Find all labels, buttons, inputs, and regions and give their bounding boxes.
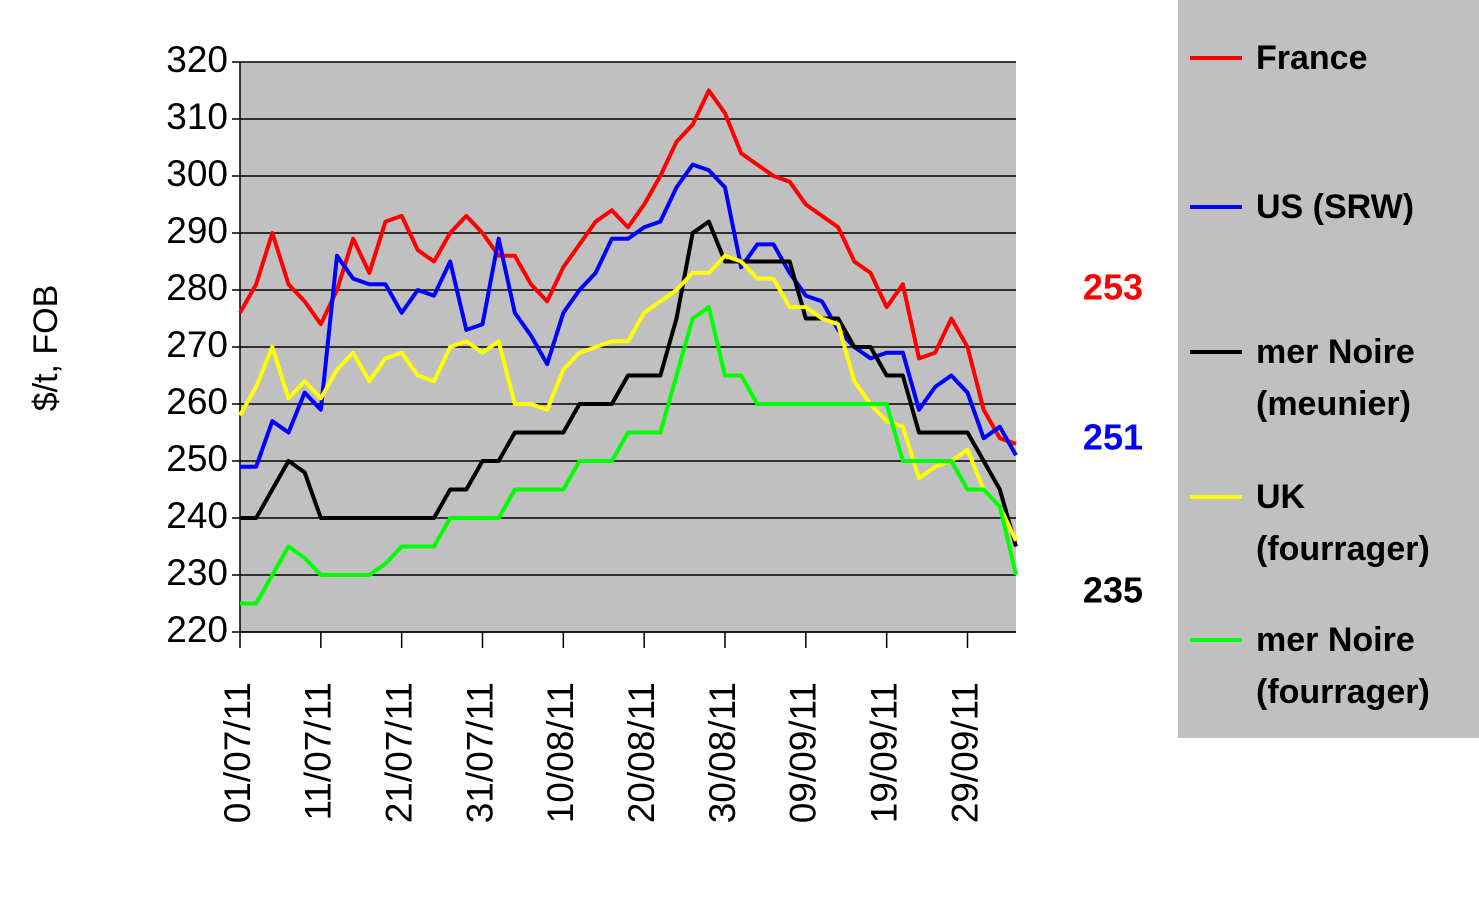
y-tick-label: 280: [166, 267, 228, 308]
legend-label: mer Noire (meunier): [1256, 333, 1415, 423]
end-label: 235: [1083, 570, 1143, 611]
x-tick-label: 29/09/11: [944, 682, 985, 823]
y-tick-label: 250: [166, 438, 228, 479]
x-tick-label: 11/07/11: [298, 682, 339, 821]
y-tick-label: 310: [166, 96, 228, 137]
legend-label: US (SRW): [1256, 188, 1415, 226]
legend-swatch: [1190, 638, 1242, 642]
x-tick-label: 30/08/11: [702, 682, 743, 823]
y-tick-label: 230: [166, 552, 228, 593]
x-tick-label: 10/08/11: [540, 682, 581, 823]
legend-label: mer Noire (fourrager): [1256, 621, 1430, 711]
x-tick-label: 31/07/11: [459, 682, 500, 823]
x-tick-label: 19/09/11: [863, 682, 904, 823]
series-line: [238, 253, 1018, 542]
legend-swatch: [1190, 56, 1242, 60]
legend-label: France: [1256, 39, 1368, 77]
series-line: [240, 162, 1018, 469]
y-tick-label: 320: [166, 39, 228, 80]
legend: France US (SRW) mer Noire (meunier) UK (fou…: [1178, 0, 1479, 738]
end-label: 253: [1083, 267, 1143, 308]
y-tick-label: 290: [166, 210, 228, 251]
y-tick-label: 240: [166, 495, 228, 536]
x-tick-label: 09/09/11: [783, 682, 824, 823]
series-line: [240, 305, 1018, 606]
legend-swatch: [1190, 350, 1242, 354]
y-axis-label: $/t, FOB: [27, 285, 65, 412]
x-tick-label: 01/07/11: [217, 682, 258, 823]
legend-swatch: [1190, 495, 1242, 499]
end-label: 251: [1083, 417, 1143, 458]
x-tick-label: 21/07/11: [378, 682, 419, 823]
series-line: [240, 219, 1018, 548]
y-tick-label: 220: [166, 609, 228, 650]
y-tick-label: 270: [166, 324, 228, 365]
y-tick-label: 260: [166, 381, 228, 422]
x-tick-label: 20/08/11: [621, 682, 662, 823]
legend-label: UK (fourrager): [1256, 478, 1430, 568]
legend-swatch: [1190, 205, 1242, 209]
series-line: [238, 88, 1017, 446]
y-tick-label: 300: [166, 153, 228, 194]
